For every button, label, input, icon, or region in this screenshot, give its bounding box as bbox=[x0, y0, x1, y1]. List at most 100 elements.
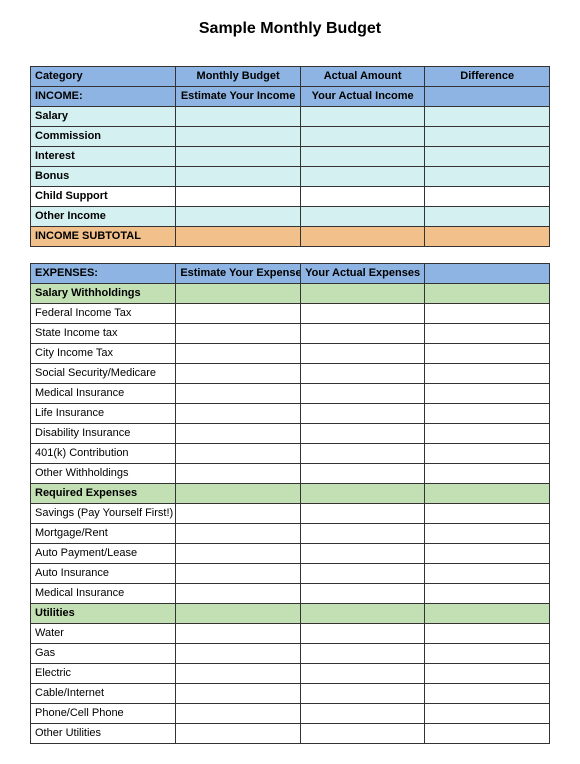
value-cell bbox=[176, 644, 301, 664]
category-cell: Category bbox=[31, 67, 176, 87]
category-cell: Required Expenses bbox=[31, 484, 176, 504]
table-row: Auto Insurance bbox=[31, 564, 550, 584]
category-cell: Water bbox=[31, 624, 176, 644]
category-cell: Medical Insurance bbox=[31, 584, 176, 604]
table-row: Social Security/Medicare bbox=[31, 364, 550, 384]
value-cell bbox=[176, 344, 301, 364]
value-cell bbox=[176, 284, 301, 304]
value-cell bbox=[425, 684, 550, 704]
category-cell: Other Utilities bbox=[31, 724, 176, 744]
value-cell bbox=[425, 227, 550, 247]
value-cell bbox=[425, 147, 550, 167]
value-cell bbox=[425, 624, 550, 644]
value-cell bbox=[176, 207, 301, 227]
value-cell bbox=[425, 264, 550, 284]
value-cell bbox=[176, 107, 301, 127]
value-cell bbox=[300, 684, 425, 704]
value-cell bbox=[300, 167, 425, 187]
table-row: Disability Insurance bbox=[31, 424, 550, 444]
value-cell bbox=[176, 127, 301, 147]
category-cell: 401(k) Contribution bbox=[31, 444, 176, 464]
value-cell bbox=[425, 664, 550, 684]
value-cell bbox=[300, 564, 425, 584]
table-row: EXPENSES:Estimate Your ExpensesYour Actu… bbox=[31, 264, 550, 284]
value-cell bbox=[300, 304, 425, 324]
value-cell bbox=[300, 424, 425, 444]
value-cell bbox=[300, 624, 425, 644]
value-cell: Estimate Your Expenses bbox=[176, 264, 301, 284]
category-cell: Savings (Pay Yourself First!) bbox=[31, 504, 176, 524]
category-cell: Medical Insurance bbox=[31, 384, 176, 404]
category-cell: Gas bbox=[31, 644, 176, 664]
value-cell bbox=[176, 444, 301, 464]
table-row: Required Expenses bbox=[31, 484, 550, 504]
table-row: Interest bbox=[31, 147, 550, 167]
table-row: INCOME SUBTOTAL bbox=[31, 227, 550, 247]
category-cell: Federal Income Tax bbox=[31, 304, 176, 324]
table-row: Child Support bbox=[31, 187, 550, 207]
value-cell bbox=[425, 187, 550, 207]
value-cell bbox=[176, 724, 301, 744]
table-row: Medical Insurance bbox=[31, 384, 550, 404]
category-cell: Commission bbox=[31, 127, 176, 147]
value-cell bbox=[300, 107, 425, 127]
table-row: Federal Income Tax bbox=[31, 304, 550, 324]
table-row: Bonus bbox=[31, 167, 550, 187]
value-cell bbox=[176, 584, 301, 604]
value-cell bbox=[300, 187, 425, 207]
category-cell: INCOME: bbox=[31, 87, 176, 107]
category-cell: Child Support bbox=[31, 187, 176, 207]
value-cell bbox=[176, 167, 301, 187]
category-cell: Social Security/Medicare bbox=[31, 364, 176, 384]
value-cell bbox=[425, 564, 550, 584]
value-cell bbox=[425, 207, 550, 227]
value-cell bbox=[425, 304, 550, 324]
category-cell: Phone/Cell Phone bbox=[31, 704, 176, 724]
table-row: 401(k) Contribution bbox=[31, 444, 550, 464]
category-cell: Interest bbox=[31, 147, 176, 167]
value-cell bbox=[300, 207, 425, 227]
category-cell: Other Income bbox=[31, 207, 176, 227]
value-cell bbox=[176, 404, 301, 424]
value-cell bbox=[300, 444, 425, 464]
value-cell bbox=[425, 484, 550, 504]
value-cell bbox=[425, 384, 550, 404]
table-row: Other Withholdings bbox=[31, 464, 550, 484]
category-cell: State Income tax bbox=[31, 324, 176, 344]
value-cell bbox=[176, 684, 301, 704]
value-cell bbox=[176, 484, 301, 504]
value-cell bbox=[176, 424, 301, 444]
value-cell bbox=[300, 604, 425, 624]
category-cell: Other Withholdings bbox=[31, 464, 176, 484]
table-row: City Income Tax bbox=[31, 344, 550, 364]
value-cell bbox=[425, 284, 550, 304]
category-cell: Auto Insurance bbox=[31, 564, 176, 584]
value-cell bbox=[300, 344, 425, 364]
value-cell bbox=[176, 227, 301, 247]
value-cell bbox=[425, 424, 550, 444]
value-cell bbox=[176, 704, 301, 724]
category-cell: Salary Withholdings bbox=[31, 284, 176, 304]
category-cell: Salary bbox=[31, 107, 176, 127]
table-row: Salary Withholdings bbox=[31, 284, 550, 304]
value-cell bbox=[176, 664, 301, 684]
value-cell: Difference bbox=[425, 67, 550, 87]
value-cell bbox=[176, 624, 301, 644]
value-cell bbox=[300, 364, 425, 384]
table-row: Salary bbox=[31, 107, 550, 127]
value-cell bbox=[425, 324, 550, 344]
value-cell bbox=[176, 564, 301, 584]
value-cell bbox=[300, 147, 425, 167]
category-cell: EXPENSES: bbox=[31, 264, 176, 284]
table-row: CategoryMonthly BudgetActual AmountDiffe… bbox=[31, 67, 550, 87]
value-cell: Your Actual Expenses bbox=[300, 264, 425, 284]
value-cell bbox=[300, 464, 425, 484]
value-cell bbox=[425, 584, 550, 604]
value-cell bbox=[176, 524, 301, 544]
value-cell bbox=[300, 504, 425, 524]
value-cell bbox=[425, 504, 550, 524]
category-cell: Bonus bbox=[31, 167, 176, 187]
value-cell bbox=[425, 364, 550, 384]
value-cell bbox=[176, 304, 301, 324]
table-row: Medical Insurance bbox=[31, 584, 550, 604]
